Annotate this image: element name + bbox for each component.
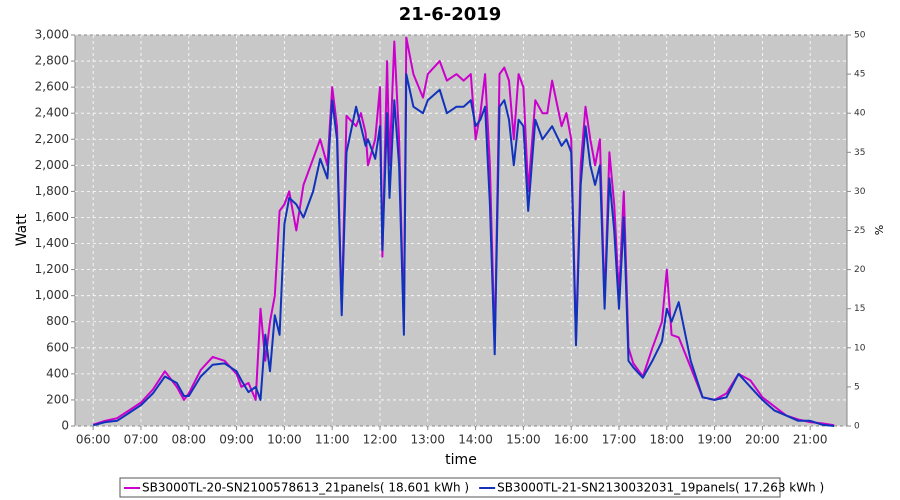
y2-axis-label: % (873, 225, 886, 235)
x-tick-label: 21:00 (793, 433, 828, 447)
y-tick-label: 3,000 (35, 28, 69, 42)
series-line (92, 73, 835, 427)
y2-tick-label: 45 (854, 70, 865, 80)
x-axis-label: time (445, 452, 477, 468)
y-tick-label: 600 (46, 340, 69, 354)
y-tick-label: 200 (46, 392, 69, 406)
y-tick-label: 1,600 (35, 210, 69, 224)
x-tick-label: 16:00 (554, 433, 589, 447)
y-tick-label: 1,000 (35, 288, 69, 302)
x-tick-label: 18:00 (649, 433, 684, 447)
legend-label: SB3000TL-20-SN2100578613_21panels( 18.60… (142, 481, 469, 495)
y-tick-label: 1,200 (35, 262, 69, 276)
y-tick-label: 400 (46, 366, 69, 380)
y2-tick-label: 35 (854, 148, 865, 158)
legend (119, 477, 781, 498)
x-tick-label: 13:00 (410, 433, 445, 447)
y2-tick-label: 0 (854, 422, 860, 432)
x-tick-label: 15:00 (506, 433, 541, 447)
y2-tick-label: 40 (854, 109, 866, 119)
y2-tick-label: 50 (854, 31, 866, 41)
y2-tick-label: 30 (854, 187, 866, 197)
y-tick-label: 2,600 (35, 80, 69, 94)
y-tick-label: 2,000 (35, 158, 69, 172)
y-tick-label: 1,800 (35, 184, 69, 198)
y-tick-label: 0 (61, 419, 69, 433)
x-tick-label: 20:00 (745, 433, 780, 447)
y-tick-label: 2,800 (35, 54, 69, 68)
y-tick-label: 800 (46, 314, 69, 328)
x-tick-label: 06:00 (76, 433, 111, 447)
x-tick-label: 08:00 (171, 433, 206, 447)
y-axis-label: Watt (14, 213, 30, 246)
y2-tick-label: 10 (854, 343, 866, 353)
x-tick-label: 19:00 (697, 433, 732, 447)
y-tick-label: 2,200 (35, 132, 69, 146)
y-tick-label: 1,400 (35, 236, 69, 250)
x-tick-label: 12:00 (363, 433, 398, 447)
y-tick-label: 2,400 (35, 106, 69, 120)
x-tick-label: 09:00 (219, 433, 254, 447)
x-tick-label: 14:00 (458, 433, 493, 447)
chart-title: 21-6-2019 (399, 4, 502, 25)
x-tick-label: 10:00 (267, 433, 302, 447)
x-tick-label: 11:00 (315, 433, 350, 447)
y2-tick-label: 20 (854, 265, 866, 275)
x-tick-label: 07:00 (124, 433, 159, 447)
y2-tick-label: 25 (854, 226, 865, 236)
series-line (92, 36, 835, 427)
x-tick-label: 17:00 (602, 433, 637, 447)
y2-tick-label: 5 (854, 382, 860, 392)
legend-label: SB3000TL-21-SN2130032031_19panels( 17.26… (497, 481, 824, 495)
y2-tick-label: 15 (854, 304, 865, 314)
plot-area (74, 34, 848, 427)
